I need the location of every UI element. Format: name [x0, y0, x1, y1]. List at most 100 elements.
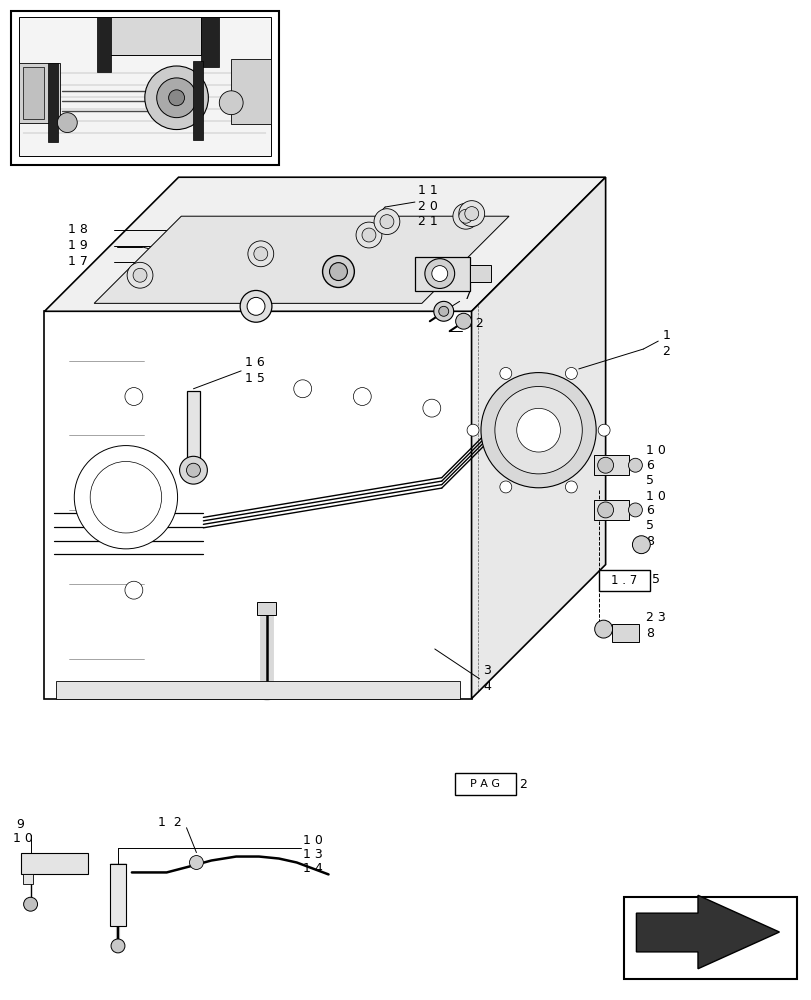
Bar — [19, 63, 60, 123]
Circle shape — [632, 536, 650, 554]
Text: 1 0: 1 0 — [646, 444, 665, 457]
Polygon shape — [45, 177, 605, 311]
Bar — [454, 773, 516, 795]
Circle shape — [424, 259, 454, 288]
Circle shape — [247, 297, 264, 315]
Text: 1 8: 1 8 — [68, 223, 88, 236]
Circle shape — [500, 481, 511, 493]
Text: 8: 8 — [646, 535, 654, 548]
Text: 6: 6 — [646, 504, 654, 517]
Circle shape — [458, 209, 472, 223]
Bar — [49, 63, 58, 142]
Circle shape — [355, 222, 381, 248]
Bar — [593, 500, 629, 520]
Bar — [598, 570, 650, 591]
Bar — [611, 624, 638, 642]
Text: 1 5: 1 5 — [245, 372, 264, 385]
Circle shape — [169, 90, 184, 106]
Text: 1: 1 — [662, 329, 669, 342]
Circle shape — [564, 367, 577, 379]
Circle shape — [564, 481, 577, 493]
Polygon shape — [636, 895, 779, 969]
Text: 3: 3 — [483, 664, 491, 677]
Bar — [19, 17, 271, 156]
Circle shape — [500, 367, 511, 379]
Text: 5: 5 — [646, 474, 654, 487]
Bar — [256, 602, 277, 615]
Circle shape — [294, 380, 311, 398]
Bar — [623, 897, 796, 979]
Circle shape — [458, 201, 484, 226]
Circle shape — [187, 463, 200, 477]
Circle shape — [466, 424, 478, 436]
Text: 2 0: 2 0 — [418, 200, 437, 213]
Bar — [102, 17, 201, 55]
Circle shape — [329, 263, 347, 281]
Circle shape — [24, 897, 37, 911]
Text: 1 0: 1 0 — [646, 490, 665, 503]
Circle shape — [240, 290, 272, 322]
Circle shape — [90, 461, 161, 533]
Bar — [187, 391, 200, 470]
Polygon shape — [94, 216, 508, 303]
Circle shape — [125, 581, 143, 599]
Circle shape — [125, 388, 143, 405]
Circle shape — [597, 457, 613, 473]
Circle shape — [597, 502, 613, 518]
Circle shape — [133, 268, 147, 282]
Circle shape — [74, 446, 178, 549]
Bar — [45, 311, 471, 699]
Circle shape — [433, 301, 453, 321]
Circle shape — [374, 209, 399, 235]
Text: 1 3: 1 3 — [303, 848, 322, 861]
Circle shape — [628, 503, 642, 517]
Text: 1 1: 1 1 — [418, 184, 437, 197]
Circle shape — [494, 386, 581, 474]
Circle shape — [453, 203, 478, 229]
Circle shape — [628, 458, 642, 472]
Circle shape — [362, 228, 375, 242]
Circle shape — [455, 313, 471, 329]
Circle shape — [127, 262, 152, 288]
Text: 8: 8 — [646, 627, 654, 640]
Bar — [414, 257, 469, 291]
Text: 1 . 7: 1 . 7 — [611, 574, 637, 587]
Text: 2 1: 2 1 — [418, 215, 437, 228]
Text: 1 7: 1 7 — [68, 255, 88, 268]
Text: 6: 6 — [646, 459, 654, 472]
Text: 1 6: 1 6 — [245, 356, 264, 369]
Text: 9: 9 — [17, 818, 24, 831]
Text: 5: 5 — [646, 519, 654, 532]
Circle shape — [464, 207, 478, 221]
Text: 1 0: 1 0 — [303, 834, 322, 847]
Text: 1  2: 1 2 — [157, 816, 181, 829]
Text: 1 9: 1 9 — [68, 239, 88, 252]
Bar — [201, 17, 219, 67]
Text: 1 0: 1 0 — [13, 832, 32, 845]
Circle shape — [144, 66, 208, 130]
Bar — [469, 265, 491, 282]
Circle shape — [480, 373, 595, 488]
Bar — [593, 455, 629, 475]
Circle shape — [438, 306, 448, 316]
Text: 7: 7 — [463, 289, 471, 302]
Circle shape — [353, 388, 371, 405]
Bar — [56, 681, 459, 699]
Circle shape — [157, 78, 196, 118]
Bar — [193, 61, 203, 140]
Circle shape — [179, 456, 207, 484]
Text: 4: 4 — [483, 680, 491, 693]
Bar — [110, 864, 126, 926]
Circle shape — [189, 856, 203, 869]
Circle shape — [58, 113, 77, 133]
Circle shape — [219, 91, 242, 115]
Text: 2: 2 — [518, 778, 526, 791]
Text: 2: 2 — [662, 345, 669, 358]
Text: 5: 5 — [651, 573, 659, 586]
Text: 2 2: 2 2 — [463, 317, 483, 330]
Polygon shape — [471, 177, 605, 699]
Text: 1 4: 1 4 — [303, 862, 322, 875]
Bar — [97, 17, 111, 72]
Circle shape — [111, 939, 125, 953]
Bar — [23, 67, 45, 119]
